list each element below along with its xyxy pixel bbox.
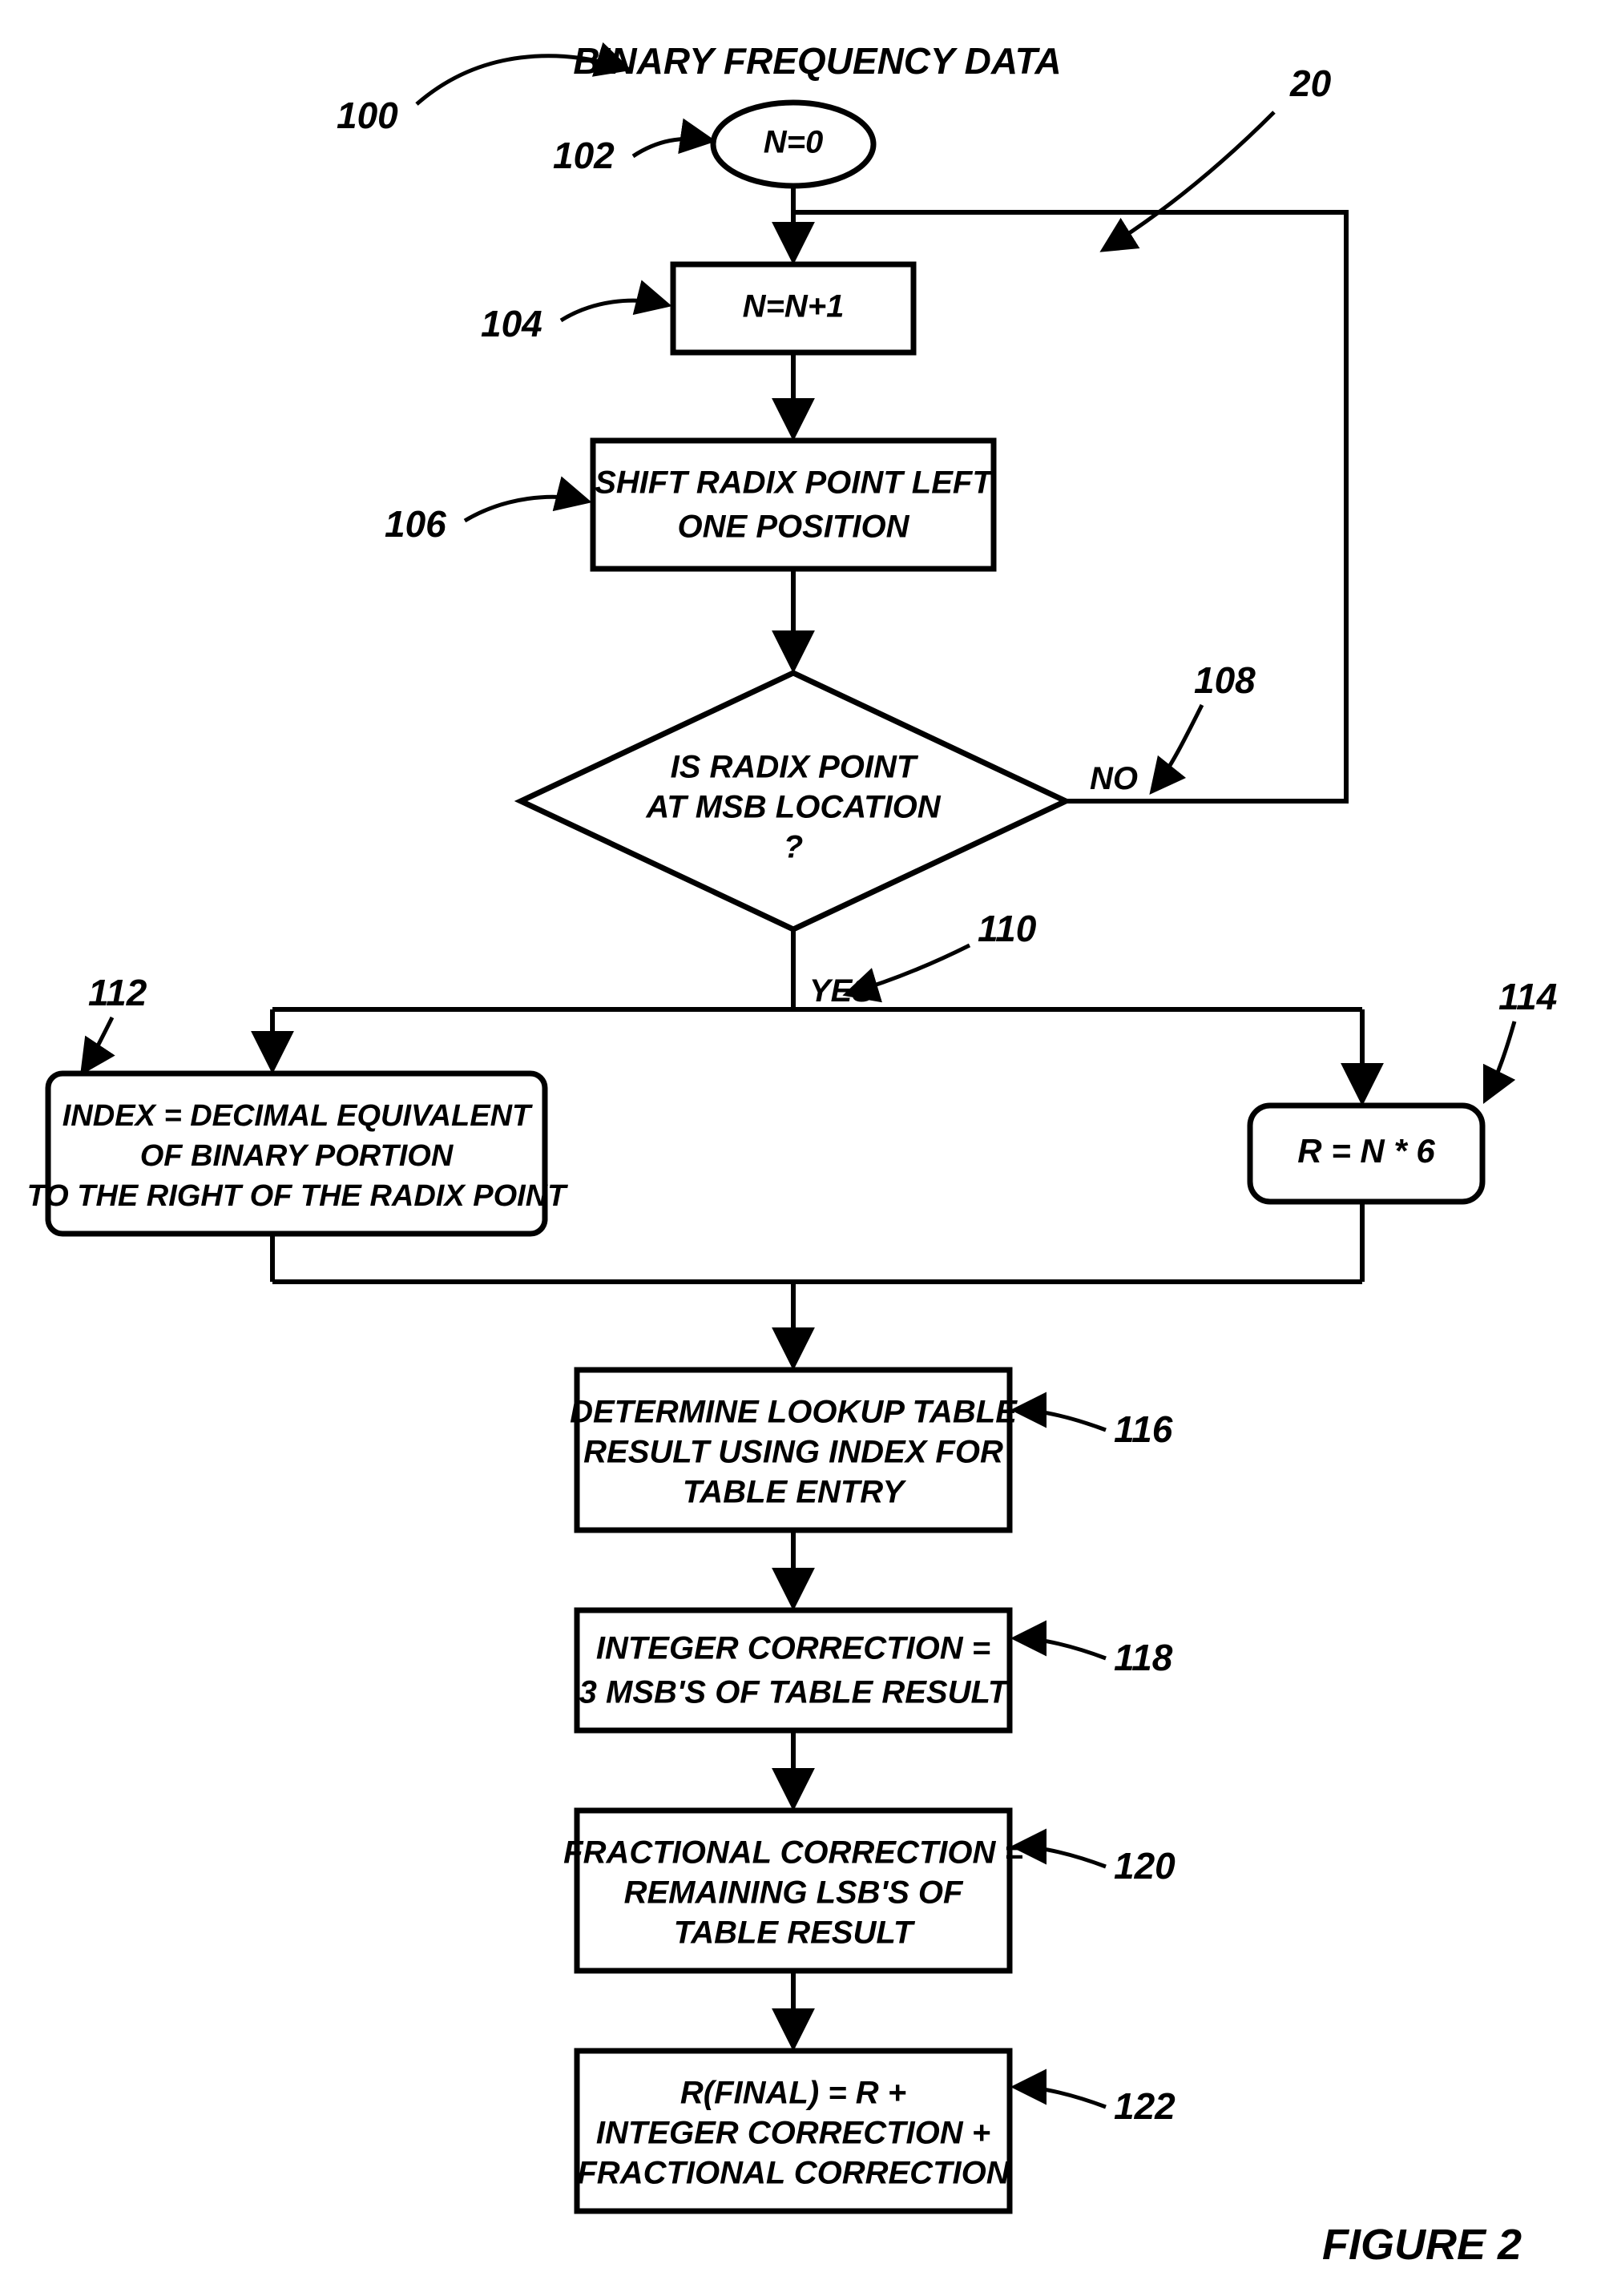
conn-120 [1018, 1847, 1106, 1867]
fc-l2: REMAINING LSB'S OF [624, 1875, 964, 1911]
rn6-label: R = N * 6 [1297, 1132, 1435, 1170]
conn-118 [1018, 1638, 1106, 1658]
top-text: BINARY FREQUENCY DATA [573, 40, 1061, 82]
dec-l3: ? [784, 830, 803, 865]
conn-106 [465, 497, 585, 521]
conn-108 [1154, 705, 1202, 789]
dec-l2: AT MSB LOCATION [645, 790, 941, 825]
conn-112 [84, 1017, 112, 1069]
ref-108: 108 [1194, 659, 1256, 701]
ref-104: 104 [481, 303, 542, 344]
idx-l3: TO THE RIGHT OF THE RADIX POINT [27, 1179, 569, 1213]
idx-l2: OF BINARY PORTION [140, 1139, 454, 1173]
ic-l2: 3 MSB'S OF TABLE RESULT [579, 1675, 1010, 1710]
ref-20: 20 [1289, 62, 1332, 104]
ic-l1: INTEGER CORRECTION = [596, 1631, 990, 1666]
fin-l3: FRACTIONAL CORRECTION [577, 2156, 1010, 2191]
start-label: N=0 [764, 125, 824, 160]
figure-title: FIGURE 2 [1322, 2221, 1522, 2269]
ref-106: 106 [385, 503, 446, 545]
dec-no: NO [1090, 761, 1138, 796]
lut-l2: RESULT USING INDEX FOR [583, 1435, 1003, 1470]
conn-102 [633, 139, 709, 156]
fc-l1: FRACTIONAL CORRECTION = [563, 1835, 1023, 1871]
shift-l1: SHIFT RADIX POINT LEFT [595, 465, 994, 501]
fc-l3: TABLE RESULT [674, 1915, 916, 1951]
ref-102: 102 [553, 135, 615, 176]
conn-20 [1106, 112, 1274, 248]
lut-l1: DETERMINE LOOKUP TABLE [570, 1395, 1018, 1430]
fin-l2: INTEGER CORRECTION + [596, 2116, 990, 2151]
conn-110 [849, 945, 970, 993]
shift-l2: ONE POSITION [678, 510, 910, 545]
conn-122 [1018, 2087, 1106, 2107]
ref-116: 116 [1114, 1408, 1173, 1450]
ref-100: 100 [337, 95, 398, 136]
ref-112: 112 [88, 972, 147, 1013]
ref-120: 120 [1114, 1845, 1176, 1887]
conn-116 [1018, 1410, 1106, 1430]
ref-114: 114 [1498, 976, 1557, 1017]
fin-l1: R(FINAL) = R + [680, 2076, 906, 2111]
ref-110: 110 [978, 908, 1037, 949]
conn-104 [561, 300, 665, 320]
dec-l1: IS RADIX POINT [671, 750, 919, 785]
dec-yes: YES [809, 973, 873, 1009]
ic-node [577, 1610, 1010, 1730]
lut-l3: TABLE ENTRY [683, 1475, 907, 1510]
shift-node [593, 441, 994, 569]
ref-118: 118 [1114, 1637, 1173, 1678]
ref-122: 122 [1114, 2085, 1176, 2127]
idx-l1: INDEX = DECIMAL EQUIVALENT [63, 1099, 533, 1133]
inc-label: N=N+1 [743, 289, 845, 324]
conn-114 [1486, 1021, 1514, 1098]
